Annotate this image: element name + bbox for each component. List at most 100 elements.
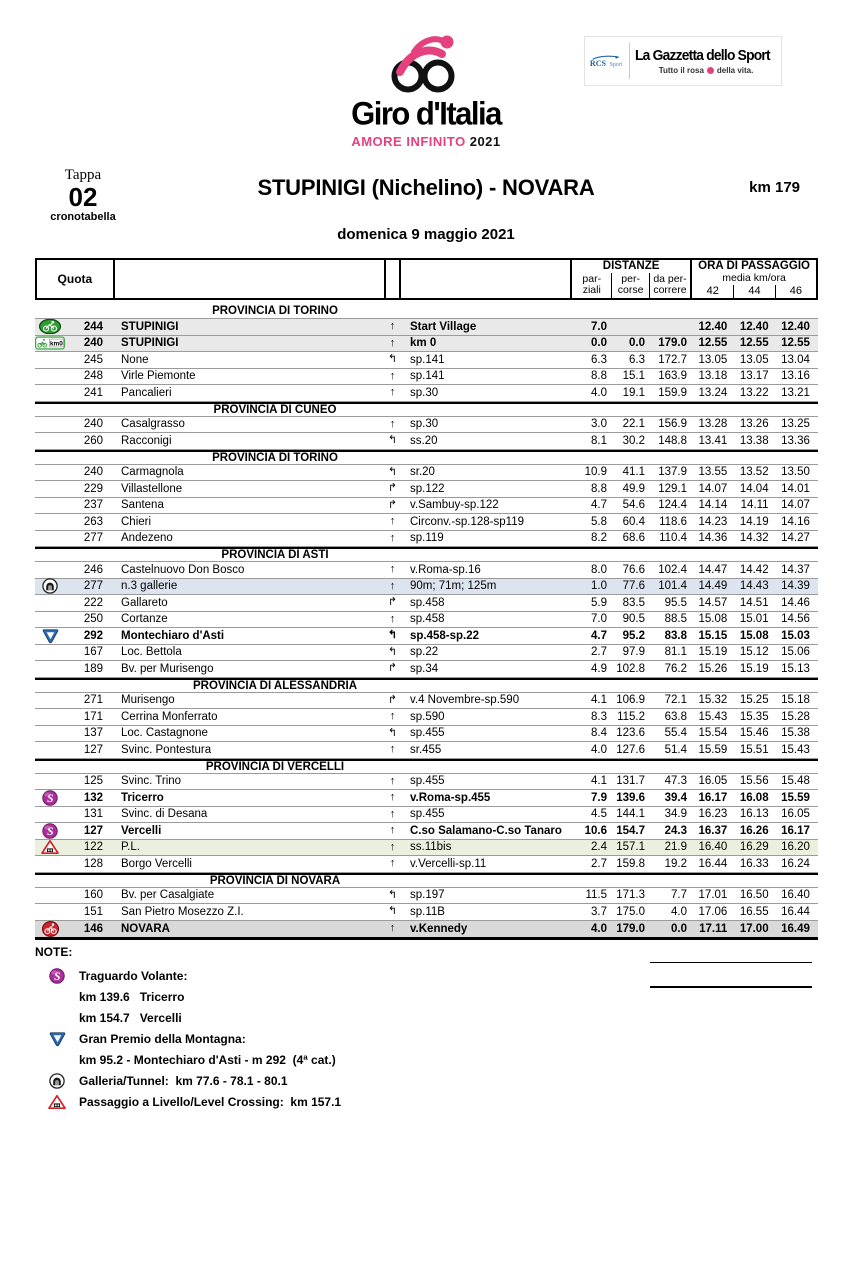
km-percorsi: 60.4 — [622, 515, 645, 528]
time-46: 15.13 — [781, 662, 810, 675]
finish-icon — [35, 920, 65, 937]
table-row: 122 P.L. ↑ ss.11bis 2.4 157.1 21.9 16.40 16.29 16… — [35, 839, 818, 856]
km-da-percorrere: 156.9 — [658, 418, 687, 431]
quota-value: 240 — [83, 466, 103, 479]
svg-text:RCS: RCS — [590, 59, 607, 68]
km-percorsi: 123.6 — [616, 727, 645, 740]
time-44: 15.25 — [739, 694, 769, 707]
svg-text:Sport: Sport — [610, 62, 623, 68]
km-da-percorrere: 39.4 — [664, 791, 687, 804]
road-name: sp.455 — [410, 775, 445, 788]
quota-value: 240 — [83, 337, 103, 350]
time-42: 17.11 — [699, 922, 728, 935]
km-parziali: 4.0 — [591, 743, 607, 756]
direction-straight-icon: ↑ — [389, 369, 396, 382]
notes-list: S Traguardo Volante: km 139.6 Tricerro km 1… — [35, 965, 818, 1112]
crossing-icon — [35, 1094, 79, 1110]
col-header-percorse: per-corse — [611, 273, 648, 298]
province-row: PROVINCIA DI TORINO — [35, 449, 818, 465]
km-da-percorrere: 101.4 — [658, 580, 687, 593]
giro-title: Giro d'Italia — [351, 94, 502, 133]
km-percorsi: 144.1 — [616, 808, 645, 821]
quota-value: 125 — [83, 775, 103, 788]
time-44: 15.46 — [739, 727, 769, 740]
location-name: Racconigi — [121, 434, 172, 447]
location-name: Svinc. di Desana — [121, 808, 208, 821]
direction-right-icon: ↱ — [387, 662, 398, 675]
time-46: 14.27 — [781, 532, 810, 545]
time-44: 16.55 — [739, 905, 769, 918]
table-row: 271 Murisengo ↱ v.4 Novembre-sp.590 4.1 106.9… — [35, 693, 818, 709]
time-44: 13.38 — [739, 434, 769, 447]
direction-right-icon: ↱ — [387, 596, 398, 609]
km-da-percorrere: 129.1 — [658, 482, 687, 495]
direction-left-icon: ↰ — [387, 353, 398, 366]
location-name: Montechiaro d'Asti — [121, 629, 225, 642]
quota-value: 260 — [83, 434, 103, 447]
time-42: 14.07 — [698, 482, 728, 495]
gazzetta-logo: La Gazzetta dello Sport Tutto il rosa de… — [635, 47, 771, 75]
km-parziali: 4.0 — [591, 922, 607, 935]
province-label: PROVINCIA DI ALESSANDRIA — [193, 679, 357, 692]
time-42: 15.32 — [698, 694, 728, 707]
crossing-icon — [35, 839, 65, 855]
direction-straight-icon: ↑ — [389, 922, 396, 935]
quota-value: 151 — [83, 905, 103, 918]
sprint-icon: S — [35, 967, 79, 984]
table-row: 240 Carmagnola ↰ sr.20 10.9 41.1 137.9 13.55 13.… — [35, 465, 818, 481]
km-parziali: 8.2 — [591, 532, 607, 545]
table-row: km0 240 STUPINIGI ↑ km 0 0.0 0.0 179.0 12.55 12.5… — [35, 335, 818, 352]
km-percorsi: 171.3 — [616, 889, 645, 902]
km-parziali: 0.0 — [591, 337, 607, 350]
tunnel-icon — [35, 578, 65, 594]
direction-right-icon: ↱ — [387, 482, 398, 495]
km-percorsi: 76.6 — [622, 563, 645, 576]
table-row: 171 Cerrina Monferrato ↑ sp.590 8.3 115.2 63.8… — [35, 709, 818, 726]
table-row: 277 n.3 gallerie ↑ 90m; 71m; 125m 1.0 77.6 101… — [35, 578, 818, 595]
quota-value: 246 — [83, 563, 103, 576]
time-42: 17.01 — [698, 889, 728, 902]
location-name: Bv. per Casalgiate — [121, 889, 215, 902]
table-row: 222 Gallareto ↱ sp.458 5.9 83.5 95.5 14.57 14.51… — [35, 595, 818, 612]
gazzetta-pink-dot-icon — [706, 66, 714, 74]
km-da-percorrere: 148.8 — [658, 434, 687, 447]
direction-straight-icon: ↑ — [389, 417, 396, 430]
km-percorsi: 127.6 — [616, 743, 645, 756]
stage-heading: Tappa 02 cronotabella STUPINIGI (Nicheli… — [0, 165, 852, 255]
km-percorsi: 95.2 — [622, 629, 645, 642]
rcs-sport-logo: RCS Sport — [590, 55, 623, 68]
time-46: 14.46 — [781, 596, 810, 609]
quota-value: 263 — [83, 515, 103, 528]
km0-icon: km0 — [35, 336, 65, 350]
time-46: 16.05 — [781, 808, 810, 821]
km-da-percorrere: 179.0 — [658, 337, 687, 350]
time-44: 12.40 — [739, 320, 769, 333]
quota-value: 248 — [83, 370, 103, 383]
time-44: 15.56 — [739, 775, 769, 788]
table-row: 241 Pancalieri ↑ sp.30 4.0 19.1 159.9 13.24 13.2… — [35, 385, 818, 402]
table-row: 125 Svinc. Trino ↑ sp.455 4.1 131.7 47.3 16.05 1… — [35, 774, 818, 790]
direction-straight-icon: ↑ — [389, 386, 396, 399]
road-name: C.so Salamano-C.so Tanaro — [410, 824, 562, 837]
time-42: 12.55 — [698, 337, 728, 350]
road-name: sp.590 — [410, 710, 445, 723]
table-row: 246 Castelnuovo Don Bosco ↑ v.Roma-sp.16 8.0… — [35, 562, 818, 579]
col-group-ora-di-passaggio: ORA DI PASSAGGIO media km/ora 42 44 46 — [692, 260, 816, 298]
km-da-percorrere: 118.6 — [659, 515, 687, 528]
time-46: 14.37 — [781, 563, 810, 576]
km-percorsi: 179.0 — [616, 922, 645, 935]
note-line: km 95.2 - Montechiaro d'Asti - m 292 (4ª… — [35, 1049, 818, 1070]
km-percorsi: 6.3 — [629, 353, 645, 366]
table-row: S 127 Vercelli ↑ C.so Salamano-C.so Tanaro 10… — [35, 823, 818, 840]
road-name: sp.22 — [410, 646, 439, 659]
quota-value: 245 — [83, 353, 103, 366]
direction-straight-icon: ↑ — [389, 612, 396, 625]
svg-text:km0: km0 — [50, 341, 63, 348]
time-42: 16.44 — [698, 857, 728, 870]
time-42: 16.23 — [698, 808, 728, 821]
time-46: 16.20 — [781, 841, 810, 854]
road-name: v.Sambuy-sp.122 — [410, 499, 499, 512]
km-da-percorrere: 19.2 — [664, 857, 687, 870]
km-percorsi: 106.9 — [616, 694, 645, 707]
km-parziali: 11.5 — [585, 889, 607, 902]
